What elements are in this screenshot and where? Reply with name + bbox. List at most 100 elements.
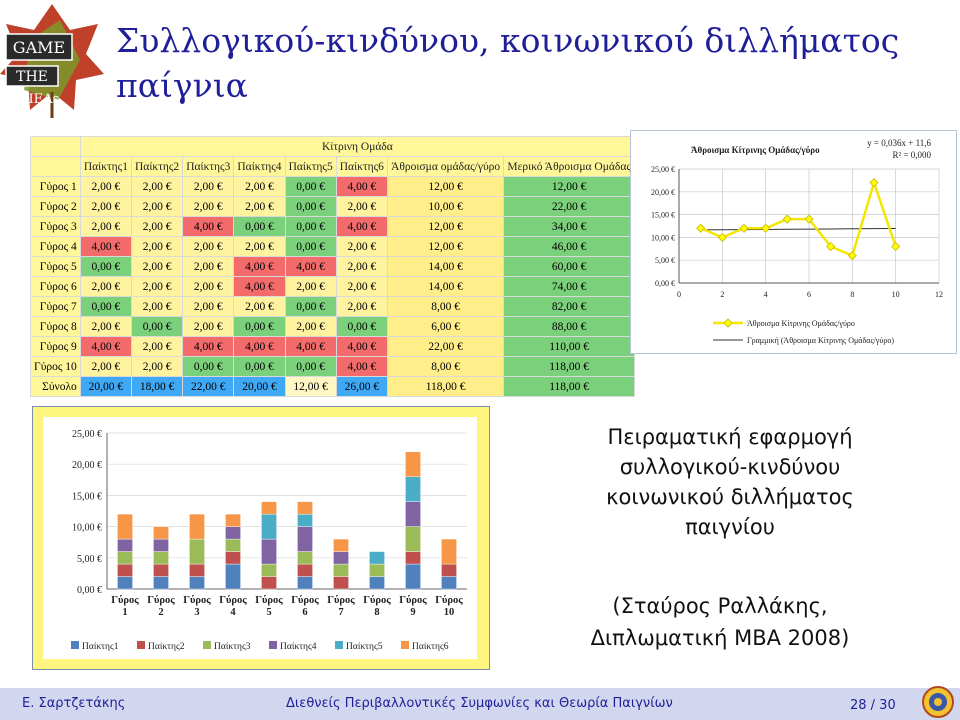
bar-segment [297, 526, 313, 552]
round-sum-cell: 8,00 € [386, 356, 505, 377]
footer-page-number: 28 / 30 [850, 698, 896, 713]
line-chart-panel: Άθροισμα Κίτρινης Ομάδας/γύρο y = 0,036x … [630, 130, 957, 354]
player-cell: 0,00 € [335, 316, 388, 337]
series-line [700, 178, 897, 258]
player-cell: 0,00 € [79, 256, 133, 277]
footer-course: Διεθνείς Περιβαλλοντικές Συμφωνίες και Θ… [286, 696, 673, 711]
x-tick-label: Γύρος [327, 595, 355, 606]
y-tick-label: 10,00 € [651, 233, 675, 242]
player-cell: 2,00 € [130, 216, 184, 237]
bar-segment [297, 501, 313, 515]
column-header: Άθροισμα ομάδας/γύρο [386, 156, 505, 177]
player-cell: 2,00 € [182, 236, 235, 257]
partial-sum-cell: 82,00 € [503, 296, 635, 317]
partial-sum-cell: 12,00 € [503, 176, 635, 197]
caption-line: συλλογικού-κινδύνου [619, 455, 841, 479]
row-label: Γύρος 1 [30, 176, 81, 197]
x-tick-label: Γύρος [111, 595, 139, 606]
player-cell: 4,00 € [284, 336, 337, 357]
player-cell: 4,00 € [79, 236, 133, 257]
x-tick-label: 12 [935, 290, 943, 299]
player-cell: 0,00 € [182, 356, 235, 377]
bar-segment [369, 563, 385, 577]
legend-label: Γραμμική (Άθροισμα Κίτρινης Ομάδας/γύρο) [747, 336, 894, 345]
slide-footer: Ε. Σαρτζετάκης Διεθνείς Περιβαλλοντικές … [0, 688, 960, 720]
line-chart-title: Άθροισμα Κίτρινης Ομάδας/γύρο [691, 145, 820, 155]
player-cell: 0,00 € [284, 236, 337, 257]
table-row: Γύρος 4 4,00 €2,00 €2,00 €2,00 €0,00 €2,0… [30, 236, 635, 257]
table-row: Γύρος 7 0,00 €2,00 €2,00 €2,00 €0,00 €2,0… [30, 296, 635, 317]
player-cell: 4,00 € [335, 336, 388, 357]
player-cell: 2,00 € [182, 196, 235, 217]
x-tick-label: 5 [266, 607, 271, 618]
round-sum-cell: 118,00 € [386, 376, 505, 397]
player-cell: 2,00 € [182, 276, 235, 297]
bar-segment [297, 576, 313, 590]
svg-text:THE: THE [16, 69, 48, 85]
y-tick-label: 20,00 € [72, 460, 102, 471]
legend-swatch [137, 641, 145, 649]
line-chart: Άθροισμα Κίτρινης Ομάδας/γύρο y = 0,036x … [651, 138, 943, 345]
bar-segment [441, 538, 457, 565]
player-cell: 2,00 € [233, 296, 286, 317]
player-cell: 2,00 € [130, 296, 184, 317]
data-point [869, 178, 879, 188]
round-sum-cell: 8,00 € [386, 296, 505, 317]
experiment-caption: Πειραματική εφαρμογή συλλογικού-κινδύνου… [560, 422, 900, 542]
player-cell: 0,00 € [284, 296, 337, 317]
partial-sum-cell: 34,00 € [503, 216, 635, 237]
data-point [804, 214, 814, 224]
legend-swatch [335, 641, 343, 649]
player-cell: 0,00 € [233, 216, 286, 237]
row-label: Γύρος 4 [30, 236, 81, 257]
stacked-chart-panel: 0,00 € 5,00 € 10,00 € 15,00 € 20,00 € 25,00 €… [32, 406, 490, 670]
partial-sum-cell: 118,00 € [503, 356, 635, 377]
player-cell: 2,00 € [335, 196, 388, 217]
bar-segment [261, 576, 277, 590]
player-cell: 20,00 € [79, 376, 133, 397]
row-label: Γύρος 9 [30, 336, 81, 357]
row-label: Γύρος 2 [30, 196, 81, 217]
round-sum-cell: 10,00 € [386, 196, 505, 217]
y-tick-label: 25,00 € [72, 429, 102, 440]
player-cell: 4,00 € [182, 336, 235, 357]
bar-segment [189, 538, 205, 565]
row-label: Γύρος 5 [30, 256, 81, 277]
data-point [847, 251, 857, 261]
player-cell: 2,00 € [130, 236, 184, 257]
partial-sum-cell: 22,00 € [503, 196, 635, 217]
player-cell: 4,00 € [79, 336, 133, 357]
player-cell: 4,00 € [182, 216, 235, 237]
player-cell: 2,00 € [79, 196, 133, 217]
citation-line: (Σταύρος Ραλλάκης, [612, 594, 828, 618]
player-cell: 2,00 € [130, 196, 184, 217]
bar-segment [405, 526, 421, 552]
player-cell: 2,00 € [79, 316, 133, 337]
table-row: Γύρος 10 2,00 €2,00 €0,00 €0,00 €0,00 €4,… [30, 356, 635, 377]
game-theory-logo: GAME THE & IEAs [0, 4, 104, 118]
x-tick-label: 6 [302, 607, 307, 618]
player-cell: 0,00 € [284, 356, 337, 377]
legend-label: Παίκτης6 [412, 642, 449, 652]
player-cell: 2,00 € [284, 276, 337, 297]
bar-segment [297, 563, 313, 577]
partial-sum-cell: 118,00 € [503, 376, 635, 397]
x-tick-label: 0 [677, 290, 681, 299]
y-tick-label: 0,00 € [77, 585, 102, 596]
data-point [761, 223, 771, 233]
x-tick-label: 4 [230, 607, 236, 618]
player-cell: 12,00 € [284, 376, 337, 397]
y-tick-label: 20,00 € [651, 188, 675, 197]
bar-segment [117, 538, 133, 552]
x-tick-label: 3 [194, 607, 199, 618]
player-cell: 4,00 € [335, 356, 388, 377]
player-cell: 2,00 € [233, 236, 286, 257]
table-row: Γύρος 8 2,00 €0,00 €2,00 €0,00 €2,00 €0,0… [30, 316, 635, 337]
bar-segment [261, 501, 277, 515]
legend-swatch [71, 641, 79, 649]
player-cell: 2,00 € [233, 176, 286, 197]
trend-line [700, 227, 896, 231]
x-tick-label: 7 [338, 607, 343, 618]
y-tick-label: 5,00 € [77, 554, 102, 565]
y-tick-label: 25,00 € [651, 165, 675, 174]
